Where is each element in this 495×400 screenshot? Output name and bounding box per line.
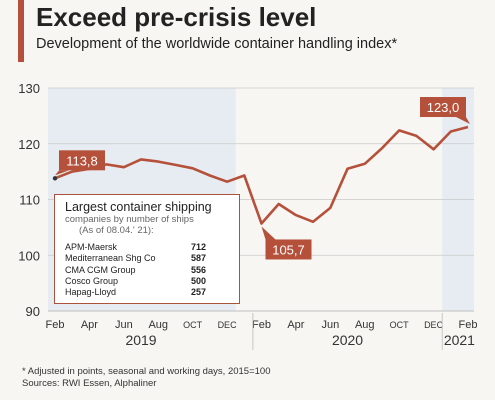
y-tick-label: 120: [18, 137, 40, 152]
callout-box: [265, 239, 312, 260]
company-name: Cosco Group: [65, 275, 119, 286]
callout-pointer: [456, 117, 470, 125]
y-tick-label: 110: [19, 193, 40, 208]
ship-count: 556: [191, 264, 207, 275]
x-tick-label: OCT: [390, 320, 410, 330]
x-tick-label: Jun: [321, 319, 339, 331]
y-tick-label: 90: [26, 304, 40, 319]
callout-label: 123,0: [427, 100, 460, 115]
box-title: Largest container shipping: [65, 200, 212, 214]
accent-bar: [18, 0, 24, 62]
series-line: [54, 125, 469, 225]
chart-subtitle: Development of the worldwide container h…: [36, 36, 398, 52]
x-tick-label: Feb: [46, 319, 65, 331]
shipping-companies-box: Largest container shipping companies by …: [54, 194, 240, 304]
box-date: (As of 08.04.' 21):: [79, 225, 154, 236]
x-tick-label: Apr: [81, 319, 98, 331]
footnote-note: * Adjusted in points, seasonal and worki…: [22, 366, 271, 377]
year-label: 2020: [332, 332, 363, 348]
x-tick-label: Feb: [459, 319, 478, 331]
callout-box: [420, 97, 466, 118]
y-tick-label: 130: [18, 81, 40, 96]
footnote: * Adjusted in points, seasonal and worki…: [22, 366, 271, 390]
year-label: 2019: [125, 332, 156, 348]
company-list: APM-Maersk 712 Mediterranean Shg Co 587 …: [65, 242, 231, 298]
ship-count: 712: [191, 242, 207, 252]
x-tick-label: DEC: [218, 320, 238, 330]
year-label: 2021: [444, 332, 475, 348]
callout-pointer: [261, 226, 276, 240]
ship-count: 257: [191, 287, 207, 298]
company-row: Mediterranean Shg Co 587: [65, 253, 231, 264]
y-tick-label: 100: [18, 248, 40, 263]
company-row: Hapag-Lloyd 257: [65, 287, 231, 298]
company-name: APM-Maersk: [65, 242, 118, 252]
box-subtitle: companies by number of ships: [65, 214, 194, 225]
footnote-sources: Sources: RWI Essen, Alphaliner: [22, 378, 157, 389]
callout-pointer: [55, 170, 69, 176]
x-tick-label: DEC: [424, 320, 444, 330]
ship-count: 587: [191, 253, 207, 264]
company-name: Hapag-Lloyd: [65, 287, 117, 298]
data-point: [52, 176, 58, 181]
company-row: CMA CGM Group 556: [65, 265, 231, 276]
x-tick-label: Aug: [355, 319, 375, 331]
x-tick-label: Jun: [115, 319, 133, 331]
callout-box: [59, 150, 105, 171]
callout-label: 105,7: [272, 242, 305, 257]
company-row: Cosco Group 500: [65, 276, 231, 287]
company-name: CMA CGM Group: [65, 264, 136, 275]
callout-label: 113,8: [66, 153, 98, 168]
x-tick-label: OCT: [183, 320, 203, 330]
company-name: Mediterranean Shg Co: [65, 253, 156, 264]
ship-count: 500: [191, 275, 207, 286]
x-tick-label: Feb: [252, 319, 271, 331]
company-row: APM-Maersk 712: [65, 242, 231, 253]
x-tick-label: Apr: [287, 319, 304, 331]
chart-title: Exceed pre-crisis level: [36, 2, 317, 32]
x-tick-label: Aug: [148, 319, 168, 331]
